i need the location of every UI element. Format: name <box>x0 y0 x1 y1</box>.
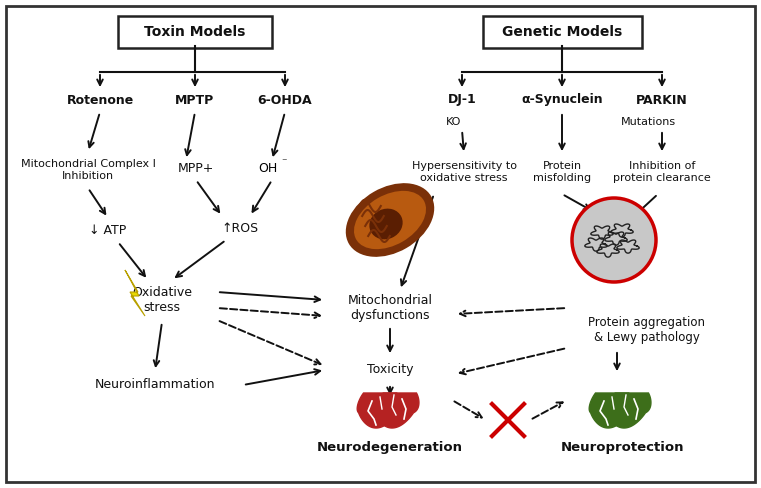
Text: Rotenone: Rotenone <box>66 94 134 106</box>
Ellipse shape <box>345 183 435 257</box>
Text: Protein
misfolding: Protein misfolding <box>533 161 591 183</box>
Ellipse shape <box>369 209 403 240</box>
Text: Toxicity: Toxicity <box>367 364 413 377</box>
Text: PARKIN: PARKIN <box>636 94 688 106</box>
Text: DJ-1: DJ-1 <box>447 94 476 106</box>
FancyBboxPatch shape <box>118 16 272 48</box>
Text: MPTP: MPTP <box>175 94 215 106</box>
Text: KO: KO <box>446 117 462 127</box>
Polygon shape <box>357 393 402 428</box>
Text: Genetic Models: Genetic Models <box>501 25 622 39</box>
Circle shape <box>572 198 656 282</box>
Polygon shape <box>608 397 636 421</box>
Polygon shape <box>125 270 145 316</box>
Text: ⁻: ⁻ <box>282 157 287 167</box>
Text: Oxidative
stress: Oxidative stress <box>132 286 192 314</box>
Text: Neuroprotection: Neuroprotection <box>560 442 683 454</box>
FancyBboxPatch shape <box>482 16 642 48</box>
Text: OH: OH <box>259 162 278 175</box>
Ellipse shape <box>354 191 426 249</box>
Text: Mitochondrial
dysfunctions: Mitochondrial dysfunctions <box>348 294 432 322</box>
Text: Toxin Models: Toxin Models <box>145 25 246 39</box>
Polygon shape <box>607 393 651 428</box>
Text: Protein aggregation
& Lewy pathology: Protein aggregation & Lewy pathology <box>588 316 705 344</box>
Text: Neurodegeneration: Neurodegeneration <box>317 442 463 454</box>
Polygon shape <box>374 393 419 428</box>
Text: ↑ROS: ↑ROS <box>221 222 259 235</box>
Polygon shape <box>376 397 404 421</box>
Text: Mitochondrial Complex I
Inhibition: Mitochondrial Complex I Inhibition <box>21 159 155 181</box>
Text: Inhibition of
protein clearance: Inhibition of protein clearance <box>613 161 711 183</box>
Text: MPP+: MPP+ <box>178 162 214 175</box>
Text: α-Synuclein: α-Synuclein <box>521 94 603 106</box>
Text: Neuroinflammation: Neuroinflammation <box>95 379 215 391</box>
Text: ↓ ATP: ↓ ATP <box>89 224 126 237</box>
Text: 6-OHDA: 6-OHDA <box>258 94 312 106</box>
FancyBboxPatch shape <box>6 6 755 482</box>
Text: Hypersensitivity to
oxidative stress: Hypersensitivity to oxidative stress <box>412 161 517 183</box>
Text: Mutations: Mutations <box>620 117 676 127</box>
Polygon shape <box>589 393 633 428</box>
